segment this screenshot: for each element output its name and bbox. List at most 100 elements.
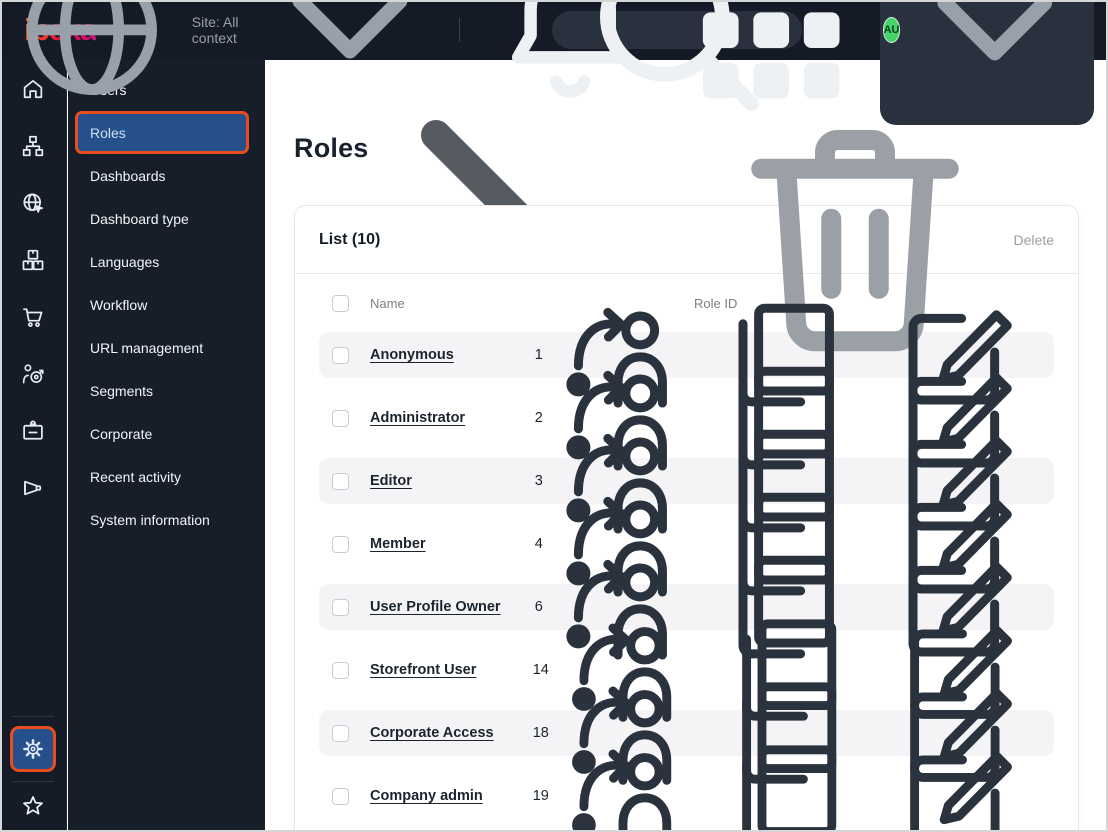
sidebar-item-url-management[interactable]: URL management bbox=[90, 339, 204, 356]
rail-item-site-globe-cursor-icon[interactable] bbox=[0, 174, 67, 231]
assign-users-icon[interactable] bbox=[543, 346, 687, 490]
chevron-down-icon bbox=[258, 0, 442, 124]
rail-item-commerce-cart-icon[interactable] bbox=[0, 288, 67, 345]
table-row-company-admin: Company admin 19 bbox=[319, 745, 1054, 832]
assign-users-icon[interactable] bbox=[543, 472, 687, 616]
assign-users-icon[interactable] bbox=[549, 599, 691, 741]
topbar-divider bbox=[459, 18, 460, 42]
delete-button-label: Delete bbox=[1013, 231, 1054, 248]
bookmarks-star-icon bbox=[20, 793, 46, 819]
role-name-link[interactable]: Administrator bbox=[370, 410, 466, 426]
settings-gear-icon bbox=[21, 737, 45, 761]
marketing-megaphone-icon bbox=[20, 475, 46, 501]
role-name-link[interactable]: User Profile Owner bbox=[370, 599, 501, 615]
rail-divider bbox=[12, 716, 54, 717]
role-id-value: 1 bbox=[534, 347, 543, 363]
role-id-value: 2 bbox=[534, 410, 543, 426]
rail-item-marketing-megaphone-icon[interactable] bbox=[0, 459, 67, 516]
rail-divider bbox=[12, 781, 54, 782]
sidebar-item-languages[interactable]: Languages bbox=[90, 253, 160, 270]
user-avatar[interactable]: AU bbox=[882, 17, 901, 43]
sidebar-item-system-information[interactable]: System information bbox=[90, 511, 210, 528]
row-checkbox[interactable] bbox=[332, 724, 349, 742]
list-title: List (10) bbox=[319, 230, 381, 248]
column-header-name: Name bbox=[370, 295, 405, 311]
home-icon bbox=[20, 76, 46, 102]
roles-list-card: List (10) Delete Name Role ID Anonymous 1… bbox=[294, 129, 1079, 832]
role-name-link[interactable]: Storefront User bbox=[370, 662, 477, 678]
role-name-link[interactable]: Anonymous bbox=[370, 347, 454, 363]
main-nav-rail bbox=[0, 60, 67, 832]
role-id-value: 3 bbox=[534, 473, 543, 489]
role-id-value: 4 bbox=[534, 536, 543, 552]
role-name-link[interactable]: Corporate Access bbox=[370, 725, 494, 741]
rail-item-personalization-target-icon[interactable] bbox=[0, 345, 67, 402]
rail-item-corporate-badge-icon[interactable] bbox=[0, 402, 67, 459]
role-name-link[interactable]: Company admin bbox=[370, 788, 483, 804]
row-checkbox[interactable] bbox=[332, 472, 349, 490]
edit-icon[interactable] bbox=[885, 725, 1027, 832]
site-context-selector[interactable]: Site: All context bbox=[0, 0, 442, 124]
rail-items bbox=[0, 60, 67, 516]
row-checkbox[interactable] bbox=[332, 661, 349, 679]
select-all-checkbox[interactable] bbox=[332, 294, 349, 312]
role-name-link[interactable]: Member bbox=[370, 536, 426, 552]
personalization-target-icon bbox=[20, 361, 46, 387]
assign-users-icon[interactable] bbox=[549, 725, 691, 832]
user-menu[interactable]: AU bbox=[879, 0, 1094, 125]
table-row-anonymous: Anonymous 1 bbox=[319, 303, 1054, 408]
sidebar-item-segments[interactable]: Segments bbox=[90, 382, 154, 399]
main-content: Admin Roles Create Roles List (10) Delet… bbox=[266, 60, 1108, 832]
corporate-badge-icon bbox=[20, 418, 46, 444]
globe-icon bbox=[0, 0, 184, 122]
role-id-value: 14 bbox=[532, 662, 549, 678]
apps-grid-icon[interactable] bbox=[678, 0, 864, 123]
sidebar-item-roles[interactable]: Roles bbox=[75, 111, 249, 154]
table-body: Anonymous 1 Administrator 2 Editor 3 Member 4 Us… bbox=[295, 303, 1078, 832]
sidebar-item-dashboard-type[interactable]: Dashboard type bbox=[90, 210, 189, 227]
rail-item-content-tree-icon[interactable] bbox=[0, 117, 67, 174]
notifications-bell-icon[interactable] bbox=[477, 0, 663, 123]
rail-item-settings-gear-icon-active[interactable] bbox=[10, 726, 56, 772]
table-row-corporate-access: Corporate Access 18 bbox=[319, 682, 1054, 785]
sidebar-item-workflow[interactable]: Workflow bbox=[90, 296, 148, 313]
rail-item-bookmarks-star-icon[interactable] bbox=[0, 785, 67, 827]
site-globe-cursor-icon bbox=[20, 190, 46, 216]
role-id-value: 18 bbox=[532, 725, 549, 741]
sidebar-item-recent-activity[interactable]: Recent activity bbox=[90, 468, 182, 485]
assign-users-icon[interactable] bbox=[549, 662, 691, 804]
row-checkbox[interactable] bbox=[332, 346, 349, 364]
assign-users-icon[interactable] bbox=[543, 409, 687, 553]
sidebar-item-corporate[interactable]: Corporate bbox=[90, 425, 153, 442]
row-checkbox[interactable] bbox=[332, 787, 349, 805]
rail-item-products-boxes-icon[interactable] bbox=[0, 231, 67, 288]
list-card-header: List (10) Delete bbox=[295, 129, 1078, 351]
copy-icon[interactable] bbox=[717, 725, 859, 832]
role-id-value: 19 bbox=[532, 788, 549, 804]
rail-bottom bbox=[0, 716, 66, 832]
column-header-role-id: Role ID bbox=[694, 295, 738, 311]
table-row-user-profile-owner: User Profile Owner 6 bbox=[319, 555, 1054, 660]
chevron-down-icon bbox=[903, 0, 1087, 122]
row-actions bbox=[549, 725, 1027, 832]
content-tree-icon bbox=[20, 133, 46, 159]
table-row-editor: Editor 3 bbox=[319, 429, 1054, 534]
table-header-row: Name Role ID bbox=[295, 274, 1078, 332]
topbar: ibexa Site: All context AU bbox=[0, 0, 1108, 125]
topbar-right: Site: All context AU bbox=[0, 0, 1094, 125]
role-id-value: 6 bbox=[534, 599, 543, 615]
assign-users-icon[interactable] bbox=[543, 535, 687, 679]
site-context-label: Site: All context bbox=[191, 14, 239, 46]
row-checkbox[interactable] bbox=[332, 535, 349, 553]
page-title: Roles bbox=[294, 133, 369, 163]
role-name-link[interactable]: Editor bbox=[370, 473, 412, 489]
products-boxes-icon bbox=[20, 247, 46, 273]
admin-sidebar-menu: Users Roles Dashboards Dashboard type Langua… bbox=[68, 60, 265, 832]
rail-item-home-icon[interactable] bbox=[0, 60, 67, 117]
assign-users-icon[interactable] bbox=[543, 283, 687, 427]
commerce-cart-icon bbox=[20, 304, 46, 330]
row-checkbox[interactable] bbox=[332, 409, 349, 427]
sidebar-item-dashboards[interactable]: Dashboards bbox=[90, 167, 166, 184]
row-checkbox[interactable] bbox=[332, 598, 349, 616]
